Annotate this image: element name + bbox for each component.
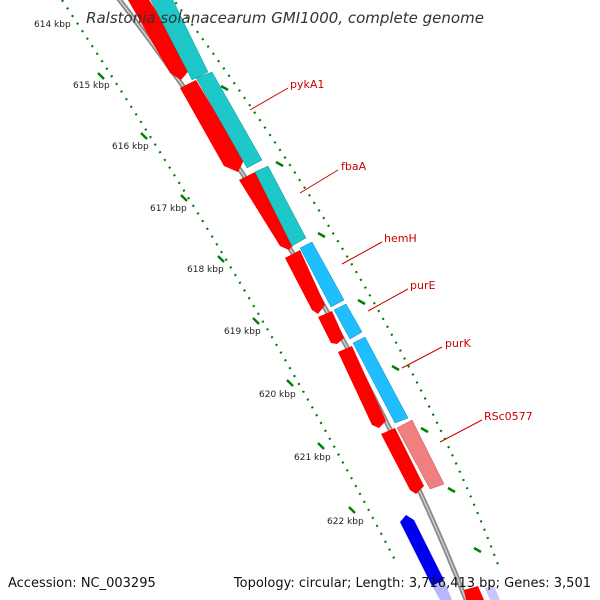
gene-label-fbaA[interactable]: fbaA bbox=[341, 160, 367, 173]
cog-band bbox=[333, 303, 363, 340]
cog-band bbox=[396, 419, 445, 490]
cds-arrow-faded bbox=[485, 586, 500, 600]
cds-arrow[interactable] bbox=[180, 80, 244, 172]
cds-arrow[interactable] bbox=[239, 172, 298, 250]
tick-label: 619 kbp bbox=[224, 327, 261, 337]
tick-label: 617 kbp bbox=[150, 204, 187, 214]
cds-arrow[interactable] bbox=[285, 250, 325, 314]
tick-label: 622 kbp bbox=[327, 517, 364, 527]
cog-band bbox=[150, 0, 209, 81]
cog-band bbox=[299, 241, 345, 308]
genome-summary-text: Topology: circular; Length: 3,716,413 bp… bbox=[233, 576, 591, 591]
gene-label-pykA1[interactable]: pykA1 bbox=[290, 78, 324, 91]
cds-arrow-partial[interactable] bbox=[464, 586, 484, 600]
tick-label: 621 kbp bbox=[294, 453, 331, 463]
tick-label: 616 kbp bbox=[112, 142, 149, 152]
tick-label: 615 kbp bbox=[73, 81, 110, 91]
cog-band bbox=[352, 336, 409, 424]
cds-arrow-faded bbox=[432, 580, 452, 600]
genome-title: Ralstonia solanacearum GMI1000, complete… bbox=[86, 9, 484, 27]
cog-bands bbox=[150, 0, 445, 490]
outer-major-ticks bbox=[220, 84, 482, 554]
scale-major-ticks bbox=[97, 72, 356, 514]
cog-band bbox=[195, 71, 263, 169]
tick-label: 620 kbp bbox=[259, 390, 296, 400]
tick-label: 618 kbp bbox=[187, 265, 224, 275]
tick-label: 614 kbp bbox=[34, 20, 71, 30]
gene-label-RSc0577[interactable]: RSc0577 bbox=[484, 410, 533, 423]
cds-arrow[interactable] bbox=[338, 346, 386, 428]
cds-arrow[interactable] bbox=[128, 0, 192, 80]
cog-band bbox=[254, 165, 307, 247]
cds-features-forward bbox=[128, 0, 484, 600]
cds-arrow[interactable] bbox=[381, 428, 424, 494]
gene-label-purE[interactable]: purE bbox=[410, 279, 435, 292]
cds-arrow[interactable] bbox=[318, 311, 344, 344]
gene-label-lines bbox=[249, 87, 483, 443]
cds-arrow-reverse[interactable] bbox=[400, 515, 444, 586]
gene-label-purK[interactable]: purK bbox=[445, 337, 471, 350]
scale-dotted-line bbox=[61, 0, 396, 561]
accession-text: Accession: NC_003295 bbox=[8, 576, 156, 591]
cds-features-reverse bbox=[400, 515, 500, 600]
gene-label-hemH[interactable]: hemH bbox=[384, 232, 417, 245]
